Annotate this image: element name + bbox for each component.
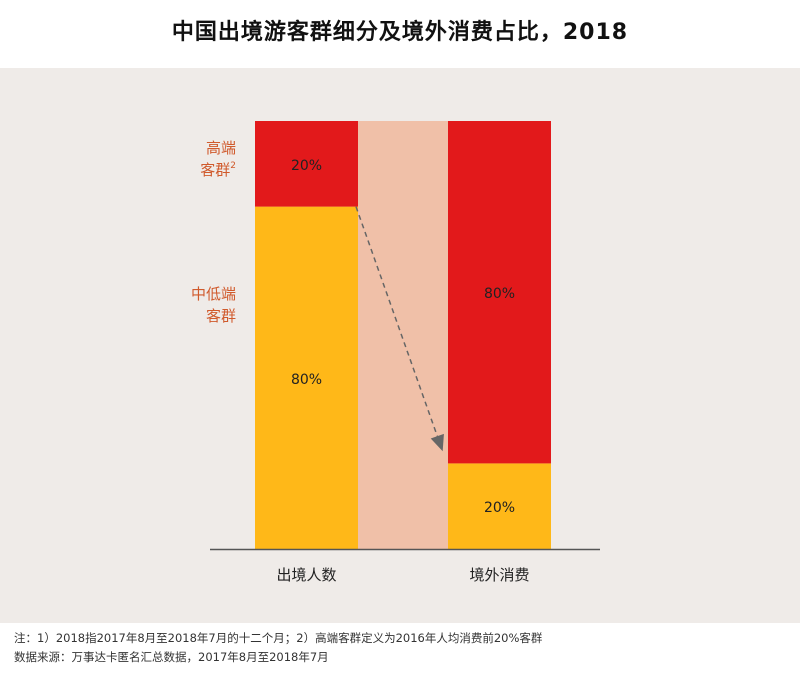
series-label-upper: 客群2 bbox=[200, 161, 236, 179]
connector-band bbox=[358, 121, 448, 549]
arrow-line bbox=[355, 206, 443, 450]
arrow-head bbox=[430, 433, 444, 452]
data-label: 80% bbox=[484, 286, 515, 302]
data-label: 80% bbox=[291, 372, 322, 388]
bar-segment-lower bbox=[255, 206, 358, 549]
chart-title: 中国出境游客群细分及境外消费占比，2018 bbox=[171, 20, 629, 45]
superscript: 2 bbox=[230, 161, 236, 171]
bar-segment-upper bbox=[255, 121, 358, 207]
footnote: 注：1）2018指2017年8月至2018年7月的十二个月；2）高端客群定义为2… bbox=[14, 631, 543, 645]
x-tick-label: 境外消费 bbox=[469, 566, 529, 584]
series-label-upper: 高端 bbox=[206, 139, 236, 157]
series-label-lower: 客群 bbox=[206, 307, 236, 325]
data-source: 数据来源：万事达卡匿名汇总数据，2017年8月至2018年7月 bbox=[14, 650, 329, 664]
bar-segment-upper bbox=[448, 121, 551, 464]
bar-segment-lower bbox=[448, 463, 551, 549]
data-label: 20% bbox=[291, 158, 322, 174]
series-label-lower: 中低端 bbox=[191, 285, 236, 303]
data-label: 20% bbox=[484, 500, 515, 516]
x-tick-label: 出境人数 bbox=[276, 566, 336, 584]
